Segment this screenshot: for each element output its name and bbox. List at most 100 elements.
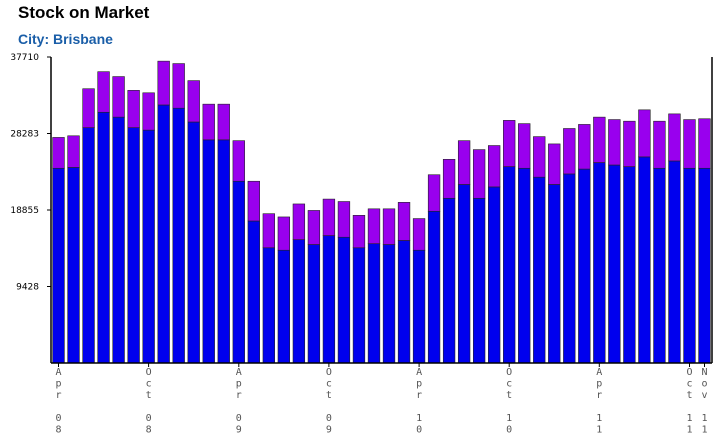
bar-segment-base (653, 167, 666, 364)
bar-segment-base (142, 129, 155, 364)
bar-segment-top (593, 116, 606, 163)
bar-segment-base (277, 249, 291, 364)
bar-segment-top (127, 90, 140, 128)
chart-title: Stock on Market (18, 3, 150, 22)
chart-subtitle: City: Brisbane (18, 31, 113, 47)
bar-segment-base (563, 173, 576, 364)
bar-segment-top (202, 103, 215, 141)
bar-segment-top (187, 80, 200, 123)
bar-segment-top (382, 208, 396, 245)
bar-segment-top (563, 128, 576, 175)
bar-segment-base (668, 160, 681, 364)
bar-segment-base (638, 156, 651, 364)
bar-segment-top (337, 201, 351, 238)
bar-segment-top (683, 119, 696, 169)
bar-segment-top (292, 203, 306, 240)
bar-segment-top (52, 137, 65, 169)
bar-segment-top (112, 76, 125, 118)
bar-segment-top (623, 120, 636, 167)
y-ticks-group: 37710 28283 18855 9428 (10, 53, 51, 293)
bar-segment-base (503, 166, 516, 364)
bars-group (52, 60, 711, 364)
bar-segment-base (548, 184, 561, 364)
bar-segment-top (578, 124, 591, 170)
bar-segment-base (698, 167, 711, 364)
bar-segment-base (217, 139, 230, 364)
bar-segment-base (352, 247, 366, 364)
bar-segment-base (593, 162, 606, 364)
bar-segment-base (488, 186, 501, 364)
bar-segment-base (382, 244, 396, 364)
bar-segment-base (52, 167, 65, 364)
bar-segment-top (247, 180, 260, 222)
bar-segment-top (232, 140, 245, 182)
bar-segment-top (217, 103, 230, 141)
bar-segment-base (322, 235, 336, 364)
bar-segment-top (653, 120, 666, 169)
bar-segment-base (127, 127, 140, 364)
y-tick-label: 9428 (16, 283, 39, 293)
bar-segment-base (623, 166, 636, 364)
bar-segment-base (533, 176, 546, 364)
bar-segment-top (472, 149, 486, 199)
bar-segment-top (442, 159, 456, 199)
y-tick-label: 28283 (10, 130, 39, 140)
bar-segment-base (397, 240, 411, 364)
bar-segment-base (518, 167, 531, 364)
bar-segment-top (608, 119, 621, 166)
bar-segment-base (82, 127, 95, 364)
bar-segment-base (97, 111, 110, 364)
bar-segment-top (533, 136, 546, 178)
bar-segment-base (578, 168, 591, 364)
bar-segment-base (608, 164, 621, 364)
bar-segment-top (277, 216, 291, 251)
bar-segment-base (472, 197, 486, 364)
bar-segment-base (457, 184, 471, 364)
bar-segment-top (397, 202, 411, 241)
bar-segment-base (187, 121, 200, 364)
bar-segment-base (307, 244, 321, 364)
bar-segment-top (518, 123, 531, 169)
bar-segment-base (262, 247, 275, 364)
bar-segment-top (67, 135, 80, 168)
bar-segment-top (668, 113, 681, 162)
bar-segment-base (157, 104, 170, 364)
bar-segment-base (337, 236, 351, 364)
bar-segment-base (112, 116, 125, 364)
bar-segment-base (232, 180, 245, 364)
bar-segment-base (247, 220, 260, 364)
bar-segment-top (157, 60, 170, 106)
bar-segment-base (367, 243, 381, 364)
bar-segment-top (97, 71, 110, 113)
bar-segment-base (202, 139, 215, 364)
bar-segment-base (427, 210, 441, 364)
bar-segment-base (442, 197, 456, 364)
bar-segment-top (427, 174, 441, 212)
y-tick-label: 18855 (10, 206, 39, 216)
bar-segment-base (292, 239, 306, 364)
bar-segment-top (307, 210, 321, 245)
bar-segment-base (67, 167, 80, 364)
bar-segment-top (488, 145, 501, 188)
bar-segment-top (172, 63, 185, 109)
bar-segment-base (412, 249, 426, 364)
bar-segment-base (683, 167, 696, 364)
bar-segment-top (262, 213, 275, 249)
bar-segment-top (142, 92, 155, 131)
y-tick-label: 37710 (10, 53, 39, 63)
bar-segment-top (698, 118, 711, 169)
bar-segment-top (352, 215, 366, 249)
bar-segment-top (548, 143, 561, 185)
bar-segment-top (367, 208, 381, 245)
